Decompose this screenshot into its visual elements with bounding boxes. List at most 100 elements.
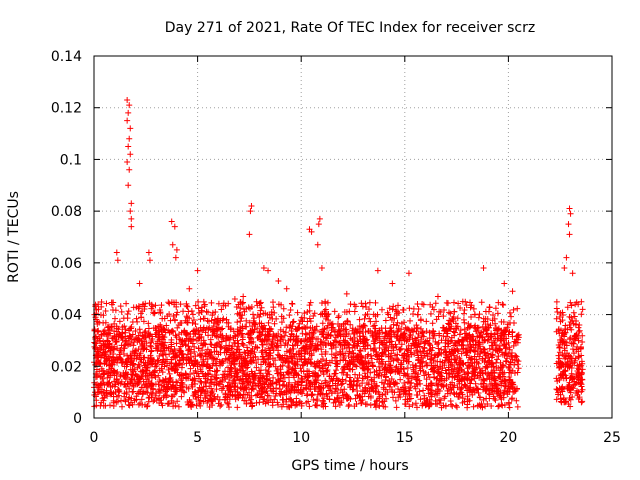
data-point bbox=[113, 325, 120, 332]
data-point bbox=[121, 381, 128, 388]
data-point bbox=[265, 319, 272, 326]
data-point bbox=[232, 333, 239, 340]
data-point bbox=[326, 396, 333, 403]
data-point bbox=[246, 231, 253, 238]
data-point bbox=[397, 365, 404, 372]
data-point bbox=[173, 340, 180, 347]
data-point bbox=[410, 364, 417, 371]
data-point bbox=[566, 231, 573, 238]
data-point bbox=[206, 403, 213, 410]
data-point bbox=[432, 300, 439, 307]
data-point bbox=[227, 334, 234, 341]
data-point bbox=[259, 347, 266, 354]
data-point bbox=[472, 380, 479, 387]
data-point bbox=[275, 401, 282, 408]
data-point bbox=[464, 393, 471, 400]
data-point bbox=[250, 379, 257, 386]
data-point bbox=[393, 344, 400, 351]
data-point bbox=[417, 396, 424, 403]
data-point bbox=[565, 221, 572, 228]
y-axis-title: ROTI / TECUs bbox=[6, 191, 22, 283]
data-point bbox=[209, 332, 216, 339]
data-point bbox=[136, 363, 143, 370]
data-point bbox=[314, 241, 321, 248]
data-point bbox=[499, 301, 506, 308]
data-point bbox=[386, 305, 393, 312]
data-point bbox=[192, 302, 199, 309]
data-point bbox=[494, 310, 501, 317]
data-point bbox=[160, 342, 167, 349]
data-point bbox=[238, 315, 245, 322]
data-point bbox=[280, 315, 287, 322]
data-point bbox=[337, 351, 344, 358]
data-point bbox=[284, 341, 291, 348]
data-point bbox=[287, 307, 294, 314]
data-point bbox=[423, 376, 430, 383]
data-point bbox=[207, 341, 214, 348]
data-point bbox=[406, 403, 413, 410]
data-point bbox=[480, 396, 487, 403]
data-point bbox=[207, 380, 214, 387]
data-point bbox=[321, 325, 328, 332]
data-point bbox=[197, 378, 204, 385]
data-point bbox=[413, 347, 420, 354]
data-point bbox=[435, 339, 442, 346]
data-point bbox=[292, 369, 299, 376]
data-point bbox=[102, 307, 109, 314]
data-point bbox=[430, 328, 437, 335]
data-point bbox=[145, 320, 152, 327]
data-point bbox=[390, 394, 396, 401]
data-point bbox=[146, 394, 153, 401]
data-point bbox=[372, 404, 379, 411]
data-point bbox=[506, 309, 513, 316]
data-point bbox=[245, 330, 252, 337]
data-point bbox=[318, 299, 325, 306]
data-point bbox=[104, 337, 111, 344]
data-point bbox=[195, 298, 202, 305]
data-point bbox=[177, 347, 184, 354]
data-point bbox=[415, 306, 422, 313]
data-point bbox=[511, 361, 518, 368]
data-point bbox=[168, 397, 175, 404]
data-point bbox=[158, 327, 165, 334]
data-point bbox=[339, 345, 346, 352]
data-point bbox=[302, 330, 309, 337]
data-point bbox=[208, 317, 215, 324]
data-point bbox=[331, 308, 338, 315]
data-point bbox=[347, 321, 354, 328]
data-point bbox=[130, 368, 137, 375]
data-point bbox=[509, 288, 516, 295]
data-point bbox=[199, 347, 206, 354]
data-point bbox=[144, 402, 151, 409]
data-point bbox=[308, 359, 315, 366]
data-point bbox=[495, 364, 502, 371]
data-point bbox=[335, 314, 342, 321]
data-point bbox=[509, 395, 516, 402]
data-point bbox=[214, 393, 221, 400]
data-point bbox=[250, 386, 257, 393]
data-point bbox=[151, 397, 158, 404]
data-point bbox=[173, 378, 180, 385]
data-point bbox=[281, 332, 288, 339]
data-point bbox=[290, 350, 297, 357]
data-point bbox=[313, 396, 320, 403]
data-point bbox=[146, 257, 153, 264]
data-point bbox=[127, 125, 134, 132]
data-point bbox=[372, 299, 379, 306]
data-point bbox=[403, 338, 410, 345]
data-point bbox=[514, 361, 521, 368]
data-point bbox=[178, 393, 185, 400]
data-point bbox=[156, 377, 163, 384]
data-point bbox=[124, 96, 131, 103]
data-point bbox=[420, 387, 427, 394]
data-point bbox=[454, 404, 461, 411]
data-point bbox=[424, 337, 431, 344]
data-point bbox=[390, 321, 397, 328]
data-point bbox=[423, 318, 430, 325]
data-point bbox=[383, 330, 390, 337]
data-point bbox=[263, 397, 270, 404]
data-point bbox=[149, 391, 156, 398]
data-point bbox=[208, 373, 215, 380]
data-point bbox=[197, 352, 204, 359]
data-point bbox=[246, 389, 253, 396]
